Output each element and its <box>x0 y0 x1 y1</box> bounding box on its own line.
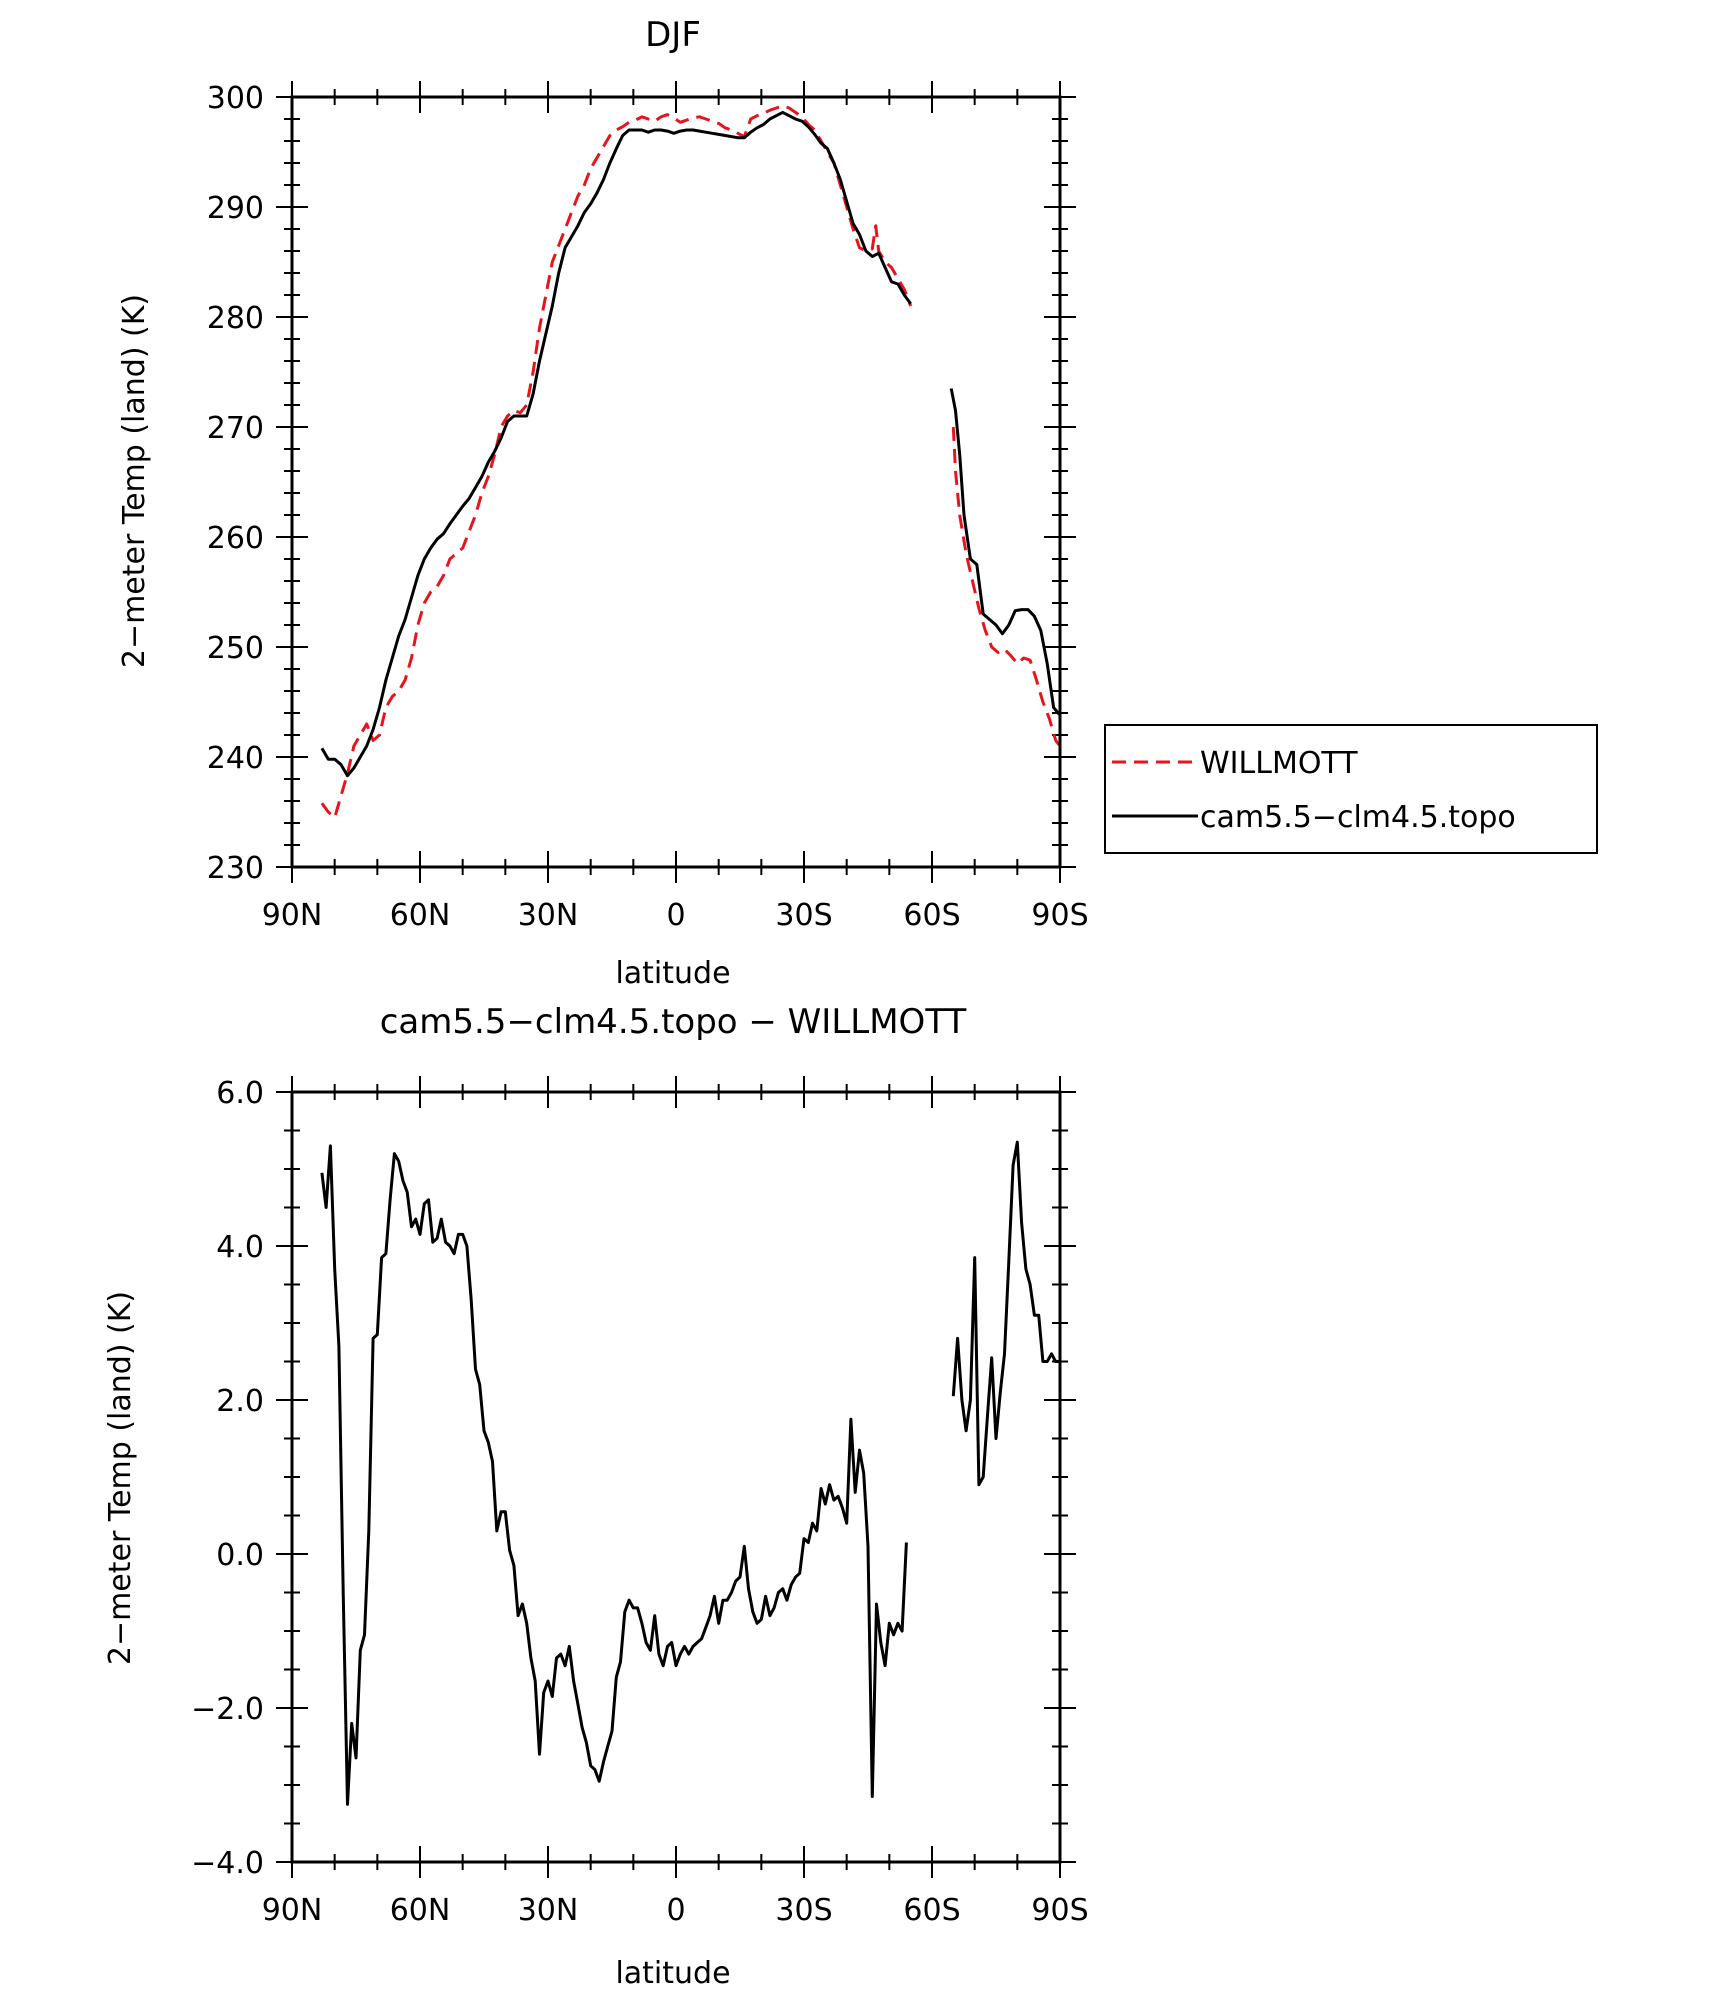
legend-box <box>1104 724 1598 854</box>
x-tick-label: 90N <box>262 898 323 933</box>
x-tick-label: 90S <box>1031 1893 1088 1928</box>
top-lines <box>320 104 1062 819</box>
bottom-plot-frame <box>290 1090 1062 1864</box>
x-tick-label: 90N <box>262 1893 323 1928</box>
y-tick-label: 290 <box>207 191 264 226</box>
legend-label-willmott: WILLMOTT <box>1200 746 1358 781</box>
y-tick-label: 250 <box>207 631 264 666</box>
bottom-y-axis-label: 2−meter Temp (land) (K) <box>103 1291 138 1665</box>
series-line-0-0 <box>320 104 913 819</box>
y-tick-label: −2.0 <box>191 1692 264 1727</box>
y-tick-label: 270 <box>207 411 264 446</box>
top-y-axis-label: 2−meter Temp (land) (K) <box>117 294 152 668</box>
x-tick-label: 60N <box>390 898 451 933</box>
x-tick-label: 60N <box>390 1893 451 1928</box>
x-tick-label: 60S <box>903 898 960 933</box>
bottom-chart-title: cam5.5−clm4.5.topo − WILLMOTT <box>380 1002 967 1042</box>
y-tick-label: 300 <box>207 81 264 116</box>
legend-label-model: cam5.5−clm4.5.topo <box>1200 800 1516 835</box>
x-tick-label: 0 <box>666 1893 685 1928</box>
bottom-panel: cam5.5−clm4.5.topo − WILLMOTT 2−meter Te… <box>103 1002 1089 1991</box>
y-tick-label: 240 <box>207 741 264 776</box>
series-line-0-1 <box>949 388 1062 717</box>
y-tick-label: 2.0 <box>216 1384 264 1419</box>
bottom-lines <box>320 1140 1060 1806</box>
x-tick-label: 30S <box>775 1893 832 1928</box>
x-tick-label: 60S <box>903 1893 960 1928</box>
y-tick-label: 6.0 <box>216 1076 264 1111</box>
series-line-1-0 <box>951 1140 1060 1487</box>
bottom-x-axis-label: latitude <box>615 1956 730 1991</box>
x-tick-label: 30N <box>518 1893 579 1928</box>
top-chart-title: DJF <box>645 15 701 55</box>
series-line-1-0 <box>320 1144 908 1806</box>
y-tick-label: 260 <box>207 521 264 556</box>
top-panel: DJF 2−meter Temp (land) (K) latitude 90N… <box>117 15 1089 991</box>
y-tick-label: −4.0 <box>191 1846 264 1881</box>
x-tick-label: 30S <box>775 898 832 933</box>
top-plot-frame <box>290 95 1062 869</box>
y-tick-label: 280 <box>207 301 264 336</box>
x-tick-label: 30N <box>518 898 579 933</box>
y-tick-label: 230 <box>207 851 264 886</box>
y-tick-label: 0.0 <box>216 1538 264 1573</box>
x-tick-label: 90S <box>1031 898 1088 933</box>
series-line-0-0 <box>951 426 1062 747</box>
top-x-axis-label: latitude <box>615 956 730 991</box>
y-tick-label: 4.0 <box>216 1230 264 1265</box>
legend: WILLMOTT cam5.5−clm4.5.topo <box>1104 724 1598 854</box>
x-tick-label: 0 <box>666 898 685 933</box>
series-line-0-1 <box>320 110 912 778</box>
